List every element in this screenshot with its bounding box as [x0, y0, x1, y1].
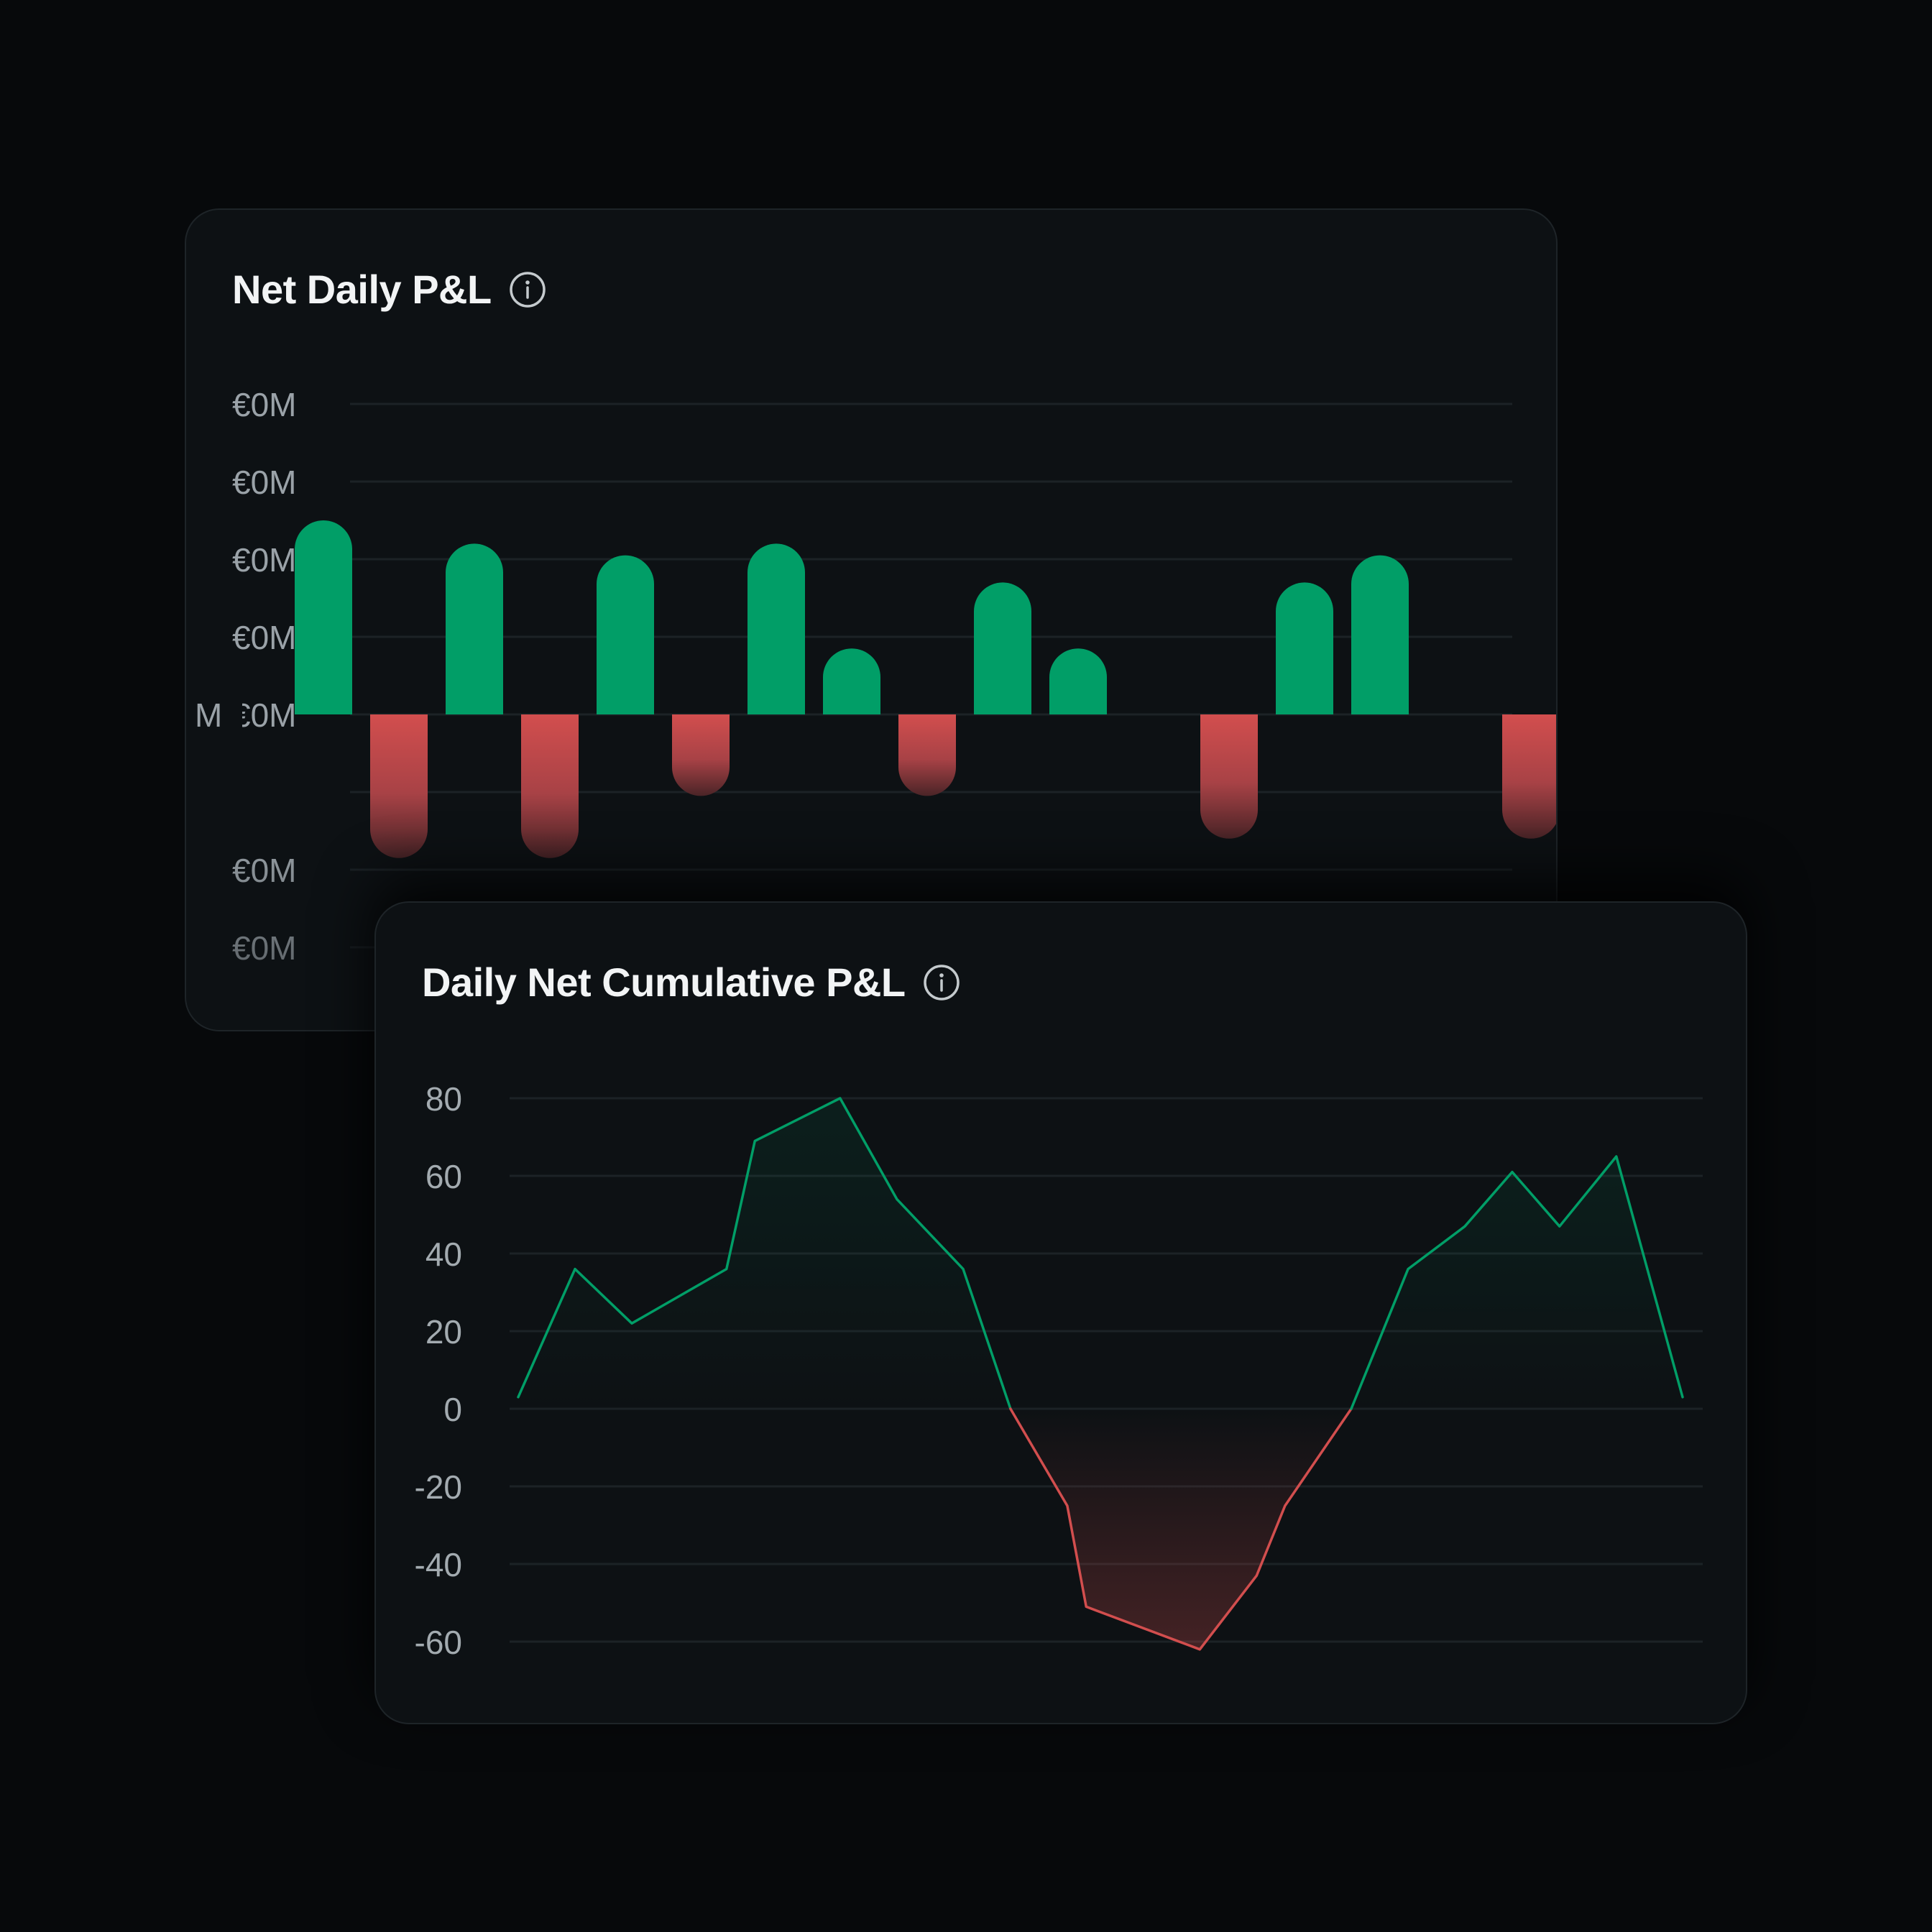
- area-positive: [1351, 1156, 1683, 1409]
- area-negative: [1010, 1409, 1352, 1650]
- bar-positive[interactable]: [748, 543, 805, 714]
- area-positive: [518, 1098, 1011, 1409]
- y-tick-label: 20: [426, 1313, 462, 1351]
- bar-positive[interactable]: [1276, 582, 1333, 714]
- y-tick-label: €0M: [232, 696, 296, 734]
- y-tick-label: €0M: [232, 464, 296, 501]
- bar-positive[interactable]: [446, 543, 503, 714]
- bar-negative[interactable]: [898, 714, 956, 796]
- y-tick-label: -40: [415, 1546, 462, 1583]
- info-circle-icon[interactable]: [923, 964, 960, 1001]
- label-mask: [186, 684, 242, 742]
- net-daily-pnl-title: Net Daily P&L: [232, 267, 492, 312]
- bar-negative[interactable]: [370, 714, 428, 858]
- daily-net-cumulative-pnl-title: Daily Net Cumulative P&L: [422, 960, 906, 1005]
- bar-negative[interactable]: [1200, 714, 1258, 839]
- bar-positive[interactable]: [295, 520, 352, 714]
- y-tick-label: 80: [426, 1080, 462, 1118]
- series-line-positive[interactable]: [517, 1097, 1012, 1410]
- bar-positive[interactable]: [823, 648, 880, 714]
- bar-positive[interactable]: [597, 555, 654, 714]
- bar-positive[interactable]: [1049, 648, 1107, 714]
- y-tick-label: €0M: [232, 619, 296, 656]
- bar-positive[interactable]: [974, 582, 1031, 714]
- y-tick-label: 60: [426, 1158, 462, 1195]
- series-line-negative[interactable]: [1009, 1407, 1353, 1651]
- daily-net-cumulative-pnl-chart: 80 60 40 20 0 -20 -40 -60: [415, 1080, 1703, 1661]
- y-tick-label-clipped: M: [195, 696, 222, 734]
- daily-net-cumulative-pnl-header: Daily Net Cumulative P&L: [422, 959, 960, 1006]
- bar-positive[interactable]: [1351, 555, 1409, 714]
- bar-negative[interactable]: [1502, 714, 1558, 839]
- y-tick-label: 0: [443, 1391, 462, 1428]
- y-tick-label: 40: [426, 1236, 462, 1273]
- y-tick-label: -20: [415, 1468, 462, 1506]
- y-tick-label: €0M: [232, 541, 296, 579]
- series-line-positive[interactable]: [1350, 1155, 1684, 1410]
- net-daily-pnl-header: Net Daily P&L: [232, 266, 546, 313]
- daily-net-cumulative-pnl-card: 80 60 40 20 0 -20 -40 -60 Daily Net Cumulative …: [374, 901, 1747, 1724]
- y-tick-label: €0M: [232, 386, 296, 423]
- bar-negative[interactable]: [521, 714, 579, 858]
- bar-negative[interactable]: [672, 714, 730, 796]
- y-tick-label: -60: [415, 1624, 462, 1661]
- info-circle-icon[interactable]: [509, 271, 546, 308]
